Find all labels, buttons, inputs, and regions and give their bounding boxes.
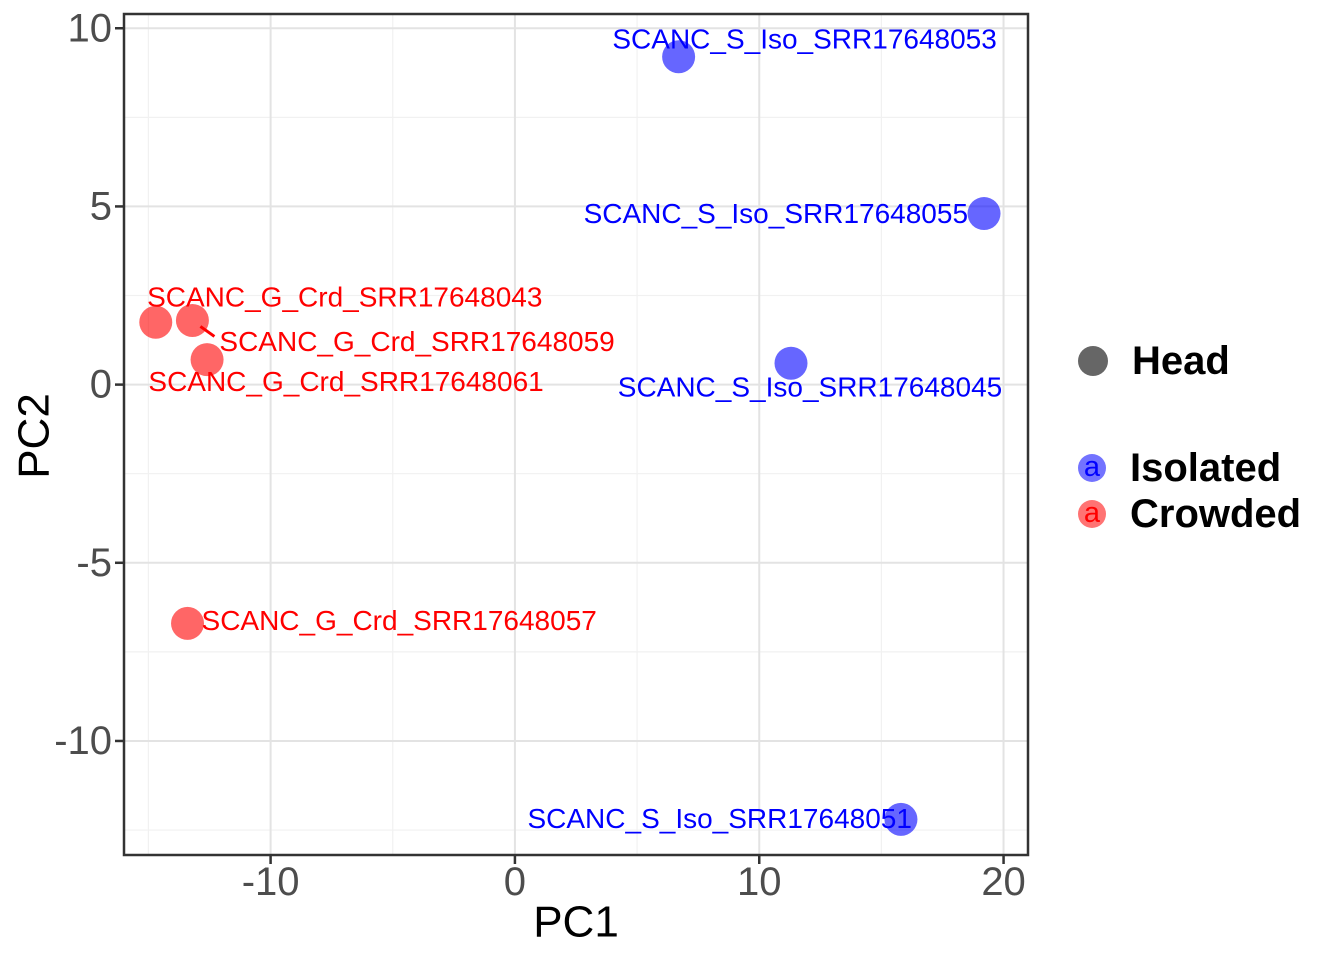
data-point: [662, 40, 696, 74]
y-tick-label: 10: [68, 6, 113, 50]
legend-label-head: Head: [1132, 338, 1230, 383]
plot-panel: [124, 14, 1028, 855]
legend-spacer: [1078, 384, 1301, 445]
point-label: SCANC_S_Iso_SRR17648055: [584, 198, 968, 229]
point-label: SCANC_G_Crd_SRR17648061: [148, 366, 543, 397]
point-label: SCANC_S_Iso_SRR17648051: [527, 803, 911, 834]
isolated-key-icon: a: [1078, 450, 1106, 483]
x-tick-label: -10: [242, 860, 300, 904]
point-label: SCANC_S_Iso_SRR17648053: [612, 23, 996, 54]
legend-group-condition: a Isolated a Crowded: [1078, 445, 1301, 537]
point-label: SCANC_G_Crd_SRR17648043: [147, 282, 542, 313]
legend-entry-head: Head: [1078, 338, 1301, 384]
y-tick-label: 5: [90, 184, 112, 228]
isolated-key-glyph: a: [1083, 450, 1101, 483]
legend-group-head: Head: [1078, 338, 1301, 384]
x-tick-label: 10: [737, 860, 782, 904]
data-point: [175, 303, 209, 337]
x-axis-title: PC1: [533, 898, 619, 947]
x-tick-label: 20: [981, 860, 1026, 904]
label-connector: [199, 325, 216, 338]
legend-entry-isolated: a Isolated: [1078, 445, 1301, 491]
data-point: [967, 197, 1001, 231]
x-tick-label: 0: [504, 860, 526, 904]
y-axis-title: PC2: [10, 393, 59, 479]
y-tick-label: -5: [76, 541, 112, 585]
legend-label-crowded: Crowded: [1130, 491, 1302, 536]
data-point: [190, 343, 224, 377]
data-point: [139, 305, 173, 339]
point-label: SCANC_G_Crd_SRR17648059: [219, 326, 614, 357]
y-tick-label: -10: [54, 719, 112, 763]
data-point: [774, 346, 808, 380]
crowded-key-glyph: a: [1083, 496, 1101, 529]
point-label: SCANC_S_Iso_SRR17648045: [618, 372, 1002, 403]
y-tick-label: 0: [90, 363, 112, 407]
head-dot-icon: [1078, 346, 1108, 376]
legend: Head a Isolated a Crowded: [1078, 338, 1301, 537]
legend-label-isolated: Isolated: [1130, 445, 1282, 490]
legend-entry-crowded: a Crowded: [1078, 491, 1301, 537]
panel-border: [122, 12, 1030, 857]
data-point: [884, 802, 918, 836]
point-label: SCANC_G_Crd_SRR17648057: [202, 605, 597, 636]
crowded-key-icon: a: [1078, 496, 1106, 529]
data-point: [171, 606, 205, 640]
